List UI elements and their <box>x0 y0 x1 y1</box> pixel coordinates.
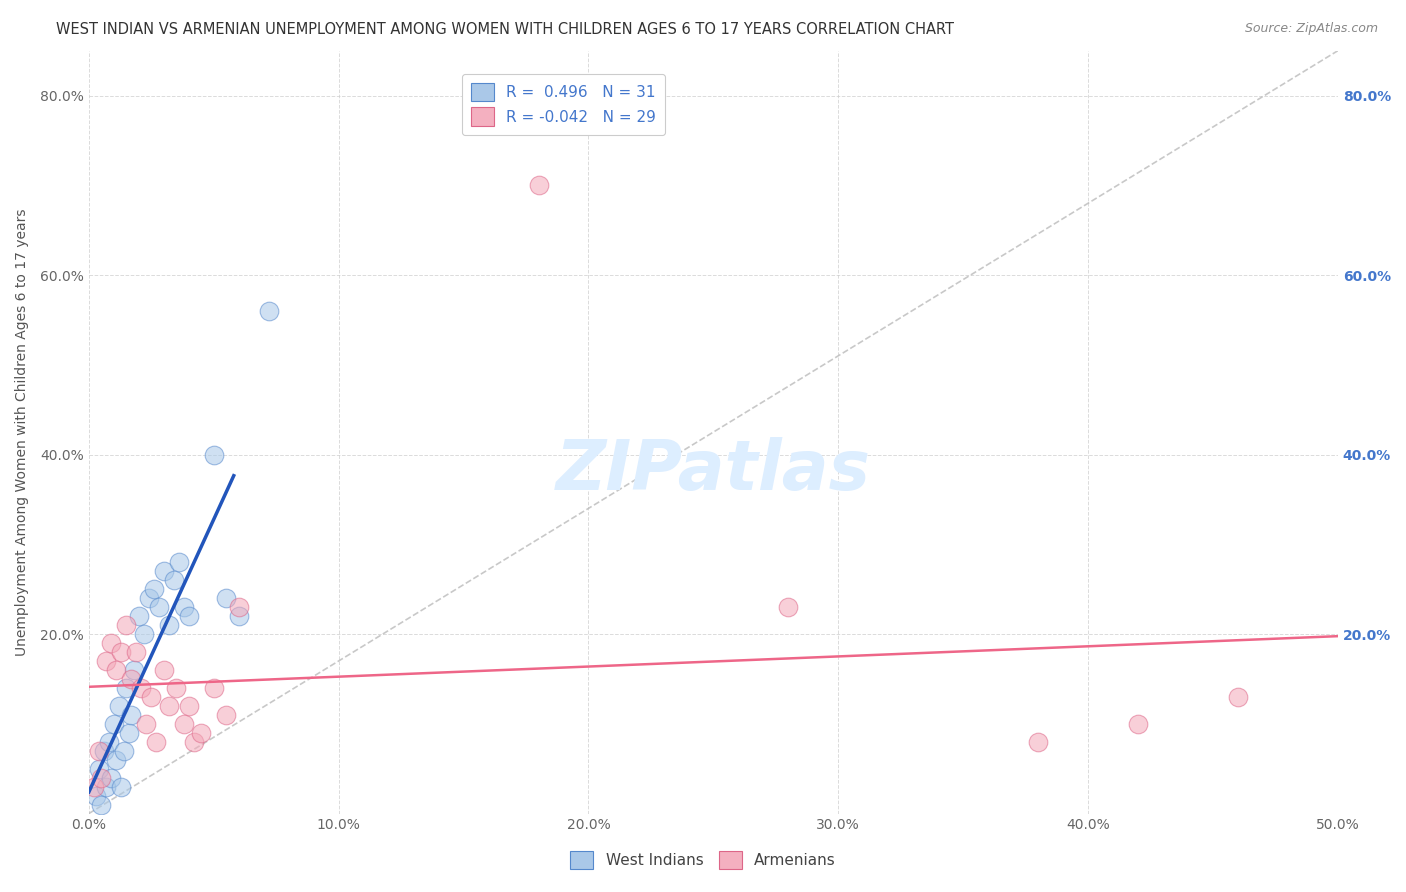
Point <box>152 564 174 578</box>
Point <box>173 600 195 615</box>
Text: ZIPatlas: ZIPatlas <box>555 437 870 504</box>
Point <box>152 663 174 677</box>
Point <box>1226 690 1249 704</box>
Point <box>183 735 205 749</box>
Point <box>202 681 225 695</box>
Point <box>141 690 163 704</box>
Legend: West Indians, Armenians: West Indians, Armenians <box>564 845 842 875</box>
Text: Source: ZipAtlas.com: Source: ZipAtlas.com <box>1244 22 1378 36</box>
Point <box>527 178 550 193</box>
Point <box>163 573 186 587</box>
Point <box>145 735 167 749</box>
Point <box>105 663 128 677</box>
Point <box>215 707 238 722</box>
Point <box>215 591 238 606</box>
Point <box>105 753 128 767</box>
Point <box>1026 735 1049 749</box>
Point <box>138 591 160 606</box>
Point <box>177 609 200 624</box>
Point <box>132 627 155 641</box>
Point <box>128 609 150 624</box>
Point <box>167 555 190 569</box>
Point <box>1126 716 1149 731</box>
Point <box>118 725 141 739</box>
Point <box>778 600 800 615</box>
Point <box>190 725 212 739</box>
Point <box>115 681 138 695</box>
Point <box>110 780 132 794</box>
Point <box>83 780 105 794</box>
Point <box>135 716 157 731</box>
Point <box>157 618 180 632</box>
Point <box>108 698 131 713</box>
Legend: R =  0.496   N = 31, R = -0.042   N = 29: R = 0.496 N = 31, R = -0.042 N = 29 <box>461 73 665 136</box>
Point <box>112 744 135 758</box>
Point <box>87 762 110 776</box>
Y-axis label: Unemployment Among Women with Children Ages 6 to 17 years: Unemployment Among Women with Children A… <box>15 209 30 656</box>
Point <box>122 663 145 677</box>
Point <box>86 789 108 803</box>
Point <box>90 797 112 812</box>
Point <box>96 780 118 794</box>
Point <box>165 681 187 695</box>
Point <box>148 600 170 615</box>
Point <box>96 654 118 668</box>
Point <box>103 716 125 731</box>
Point <box>87 744 110 758</box>
Point <box>115 618 138 632</box>
Point <box>157 698 180 713</box>
Point <box>228 609 250 624</box>
Point <box>120 707 142 722</box>
Point <box>202 448 225 462</box>
Point <box>90 771 112 785</box>
Point <box>142 582 165 597</box>
Point <box>173 716 195 731</box>
Point <box>120 672 142 686</box>
Point <box>131 681 153 695</box>
Point <box>125 645 148 659</box>
Point <box>110 645 132 659</box>
Point <box>177 698 200 713</box>
Point <box>228 600 250 615</box>
Text: WEST INDIAN VS ARMENIAN UNEMPLOYMENT AMONG WOMEN WITH CHILDREN AGES 6 TO 17 YEAR: WEST INDIAN VS ARMENIAN UNEMPLOYMENT AMO… <box>56 22 955 37</box>
Point <box>257 304 280 318</box>
Point <box>93 744 115 758</box>
Point <box>100 771 122 785</box>
Point <box>97 735 120 749</box>
Point <box>100 636 122 650</box>
